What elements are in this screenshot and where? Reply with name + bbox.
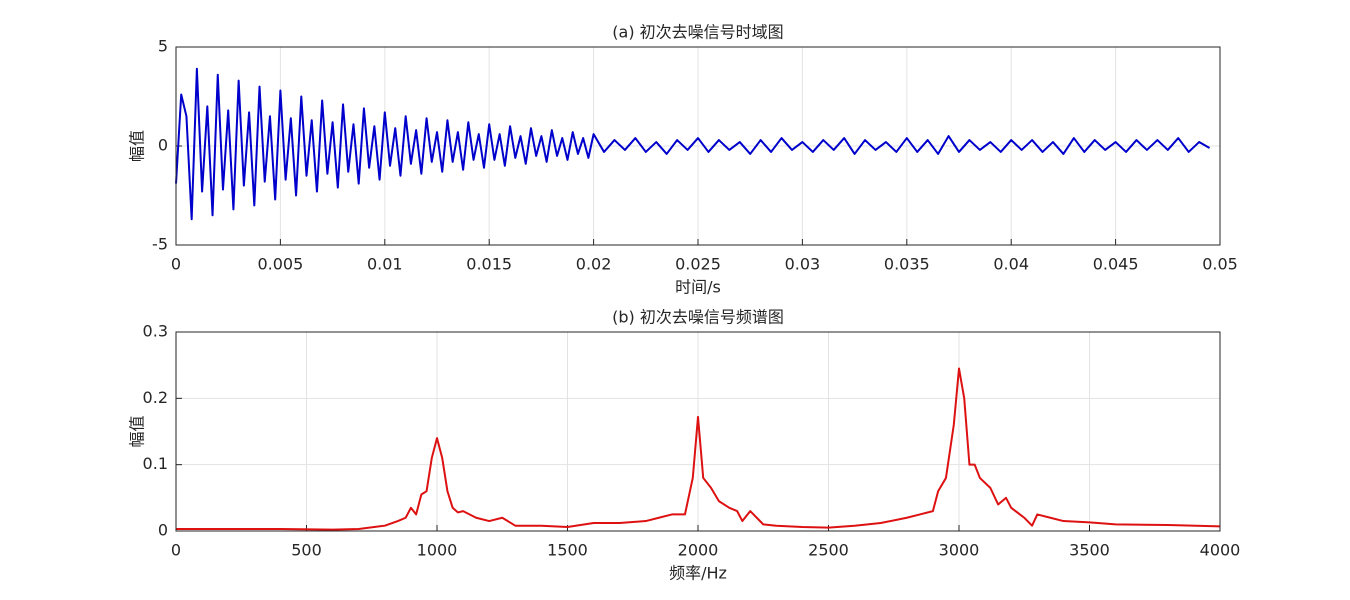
x-tick-label: 500: [291, 541, 322, 560]
x-tick-label: 2000: [678, 541, 719, 560]
x-tick-label: 0.005: [257, 255, 303, 274]
y-tick-label: 0: [158, 136, 168, 155]
data-line: [175, 67, 1211, 221]
x-tick-label: 4000: [1200, 541, 1241, 560]
axes-box: [175, 46, 1221, 246]
chart-title: (a) 初次去噪信号时域图: [612, 23, 783, 42]
axes-box: [175, 331, 1221, 532]
x-tick-label: 3000: [939, 541, 980, 560]
data-line: [176, 367, 1221, 531]
y-tick-label: 0: [158, 521, 168, 540]
x-tick-label: 0.025: [675, 255, 721, 274]
x-tick-label: 0.015: [466, 255, 512, 274]
x-tick-label: 3500: [1069, 541, 1110, 560]
x-axis-label: 时间/s: [675, 278, 721, 297]
x-tick-label: 0.04: [993, 255, 1029, 274]
x-tick-label: 1000: [417, 541, 458, 560]
x-tick-label: 0.045: [1093, 255, 1139, 274]
y-axis-label: 幅值: [128, 130, 147, 162]
x-tick-label: 1500: [547, 541, 588, 560]
y-tick-label: -5: [152, 235, 168, 254]
x-tick-label: 0.01: [367, 255, 403, 274]
y-tick-label: 0.2: [143, 388, 168, 407]
x-tick-label: 0.02: [576, 255, 612, 274]
x-tick-label: 0: [171, 255, 181, 274]
x-tick-label: 0: [171, 541, 181, 560]
x-tick-label: 0.05: [1202, 255, 1238, 274]
y-axis-label: 幅值: [128, 415, 147, 447]
y-tick-label: 5: [158, 37, 168, 56]
x-tick-label: 0.03: [785, 255, 821, 274]
x-axis-label: 频率/Hz: [669, 564, 727, 583]
chart-title: (b) 初次去噪信号频谱图: [612, 308, 784, 327]
y-tick-label: 0.3: [143, 322, 168, 341]
x-tick-label: 0.035: [884, 255, 930, 274]
y-tick-label: 0.1: [143, 454, 168, 473]
x-tick-label: 2500: [808, 541, 849, 560]
